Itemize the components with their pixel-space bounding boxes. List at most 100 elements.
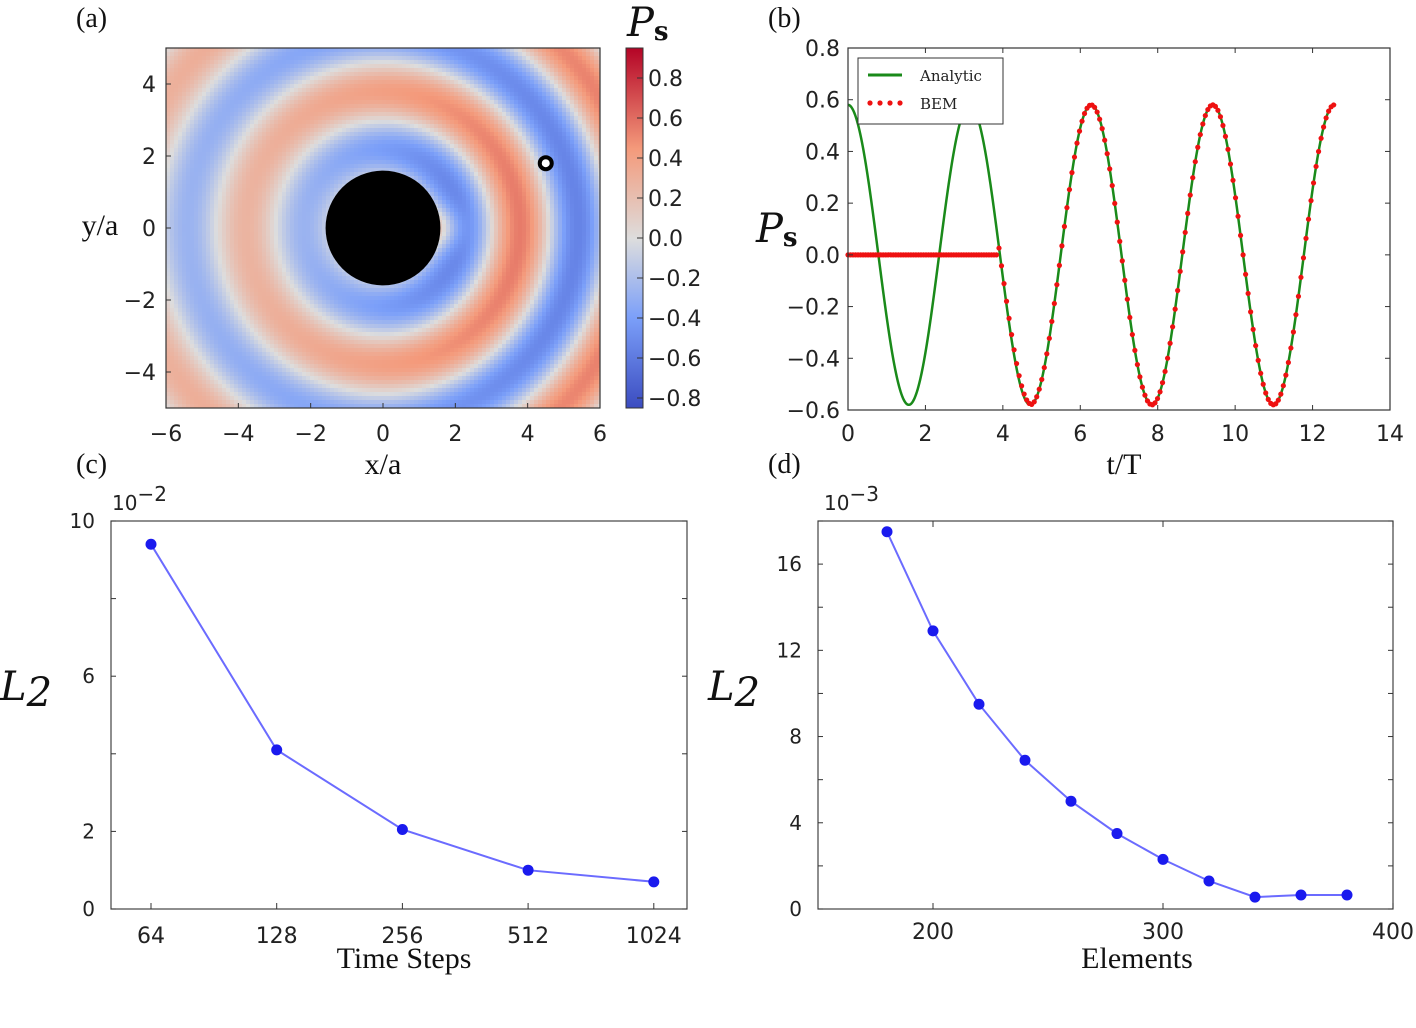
heatmap-cell: [346, 116, 351, 121]
heatmap-cell: [326, 340, 331, 345]
heatmap-cell: [246, 368, 251, 373]
heatmap-cell: [318, 116, 323, 121]
heatmap-cell: [234, 292, 239, 297]
heatmap-cell: [262, 192, 267, 197]
heatmap-cell: [218, 148, 223, 153]
heatmap-cell: [342, 396, 347, 401]
heatmap-cell: [278, 364, 283, 369]
heatmap-cell: [218, 276, 223, 281]
heatmap-cell: [234, 264, 239, 269]
heatmap-cell: [330, 324, 335, 329]
heatmap-cell: [318, 68, 323, 73]
heatmap-cell: [262, 372, 267, 377]
heatmap-cell: [342, 332, 347, 337]
heatmap-cell: [174, 296, 179, 301]
heatmap-cell: [274, 356, 279, 361]
heatmap-cell: [186, 116, 191, 121]
heatmap-cell: [242, 60, 247, 65]
heatmap-cell: [318, 104, 323, 109]
heatmap-cell: [266, 56, 271, 61]
heatmap-cell: [302, 276, 307, 281]
heatmap-cell: [314, 308, 319, 313]
heatmap-cell: [262, 396, 267, 401]
heatmap-cell: [342, 340, 347, 345]
heatmap-cell: [194, 68, 199, 73]
heatmap-cell: [334, 76, 339, 81]
heatmap-cell: [342, 292, 347, 297]
heatmap-cell: [194, 152, 199, 157]
heatmap-cell: [322, 280, 327, 285]
heatmap-cell: [318, 236, 323, 241]
heatmap-cell: [362, 380, 367, 385]
heatmap-cell: [202, 368, 207, 373]
heatmap-cell: [310, 144, 315, 149]
heatmap-cell: [274, 232, 279, 237]
heatmap-cell: [262, 328, 267, 333]
heatmap-cell: [354, 404, 359, 408]
heatmap-cell: [174, 336, 179, 341]
heatmap-cell: [278, 244, 283, 249]
heatmap-cell: [218, 92, 223, 97]
heatmap-cell: [278, 188, 283, 193]
heatmap-cell: [286, 212, 291, 217]
heatmap-cell: [246, 124, 251, 129]
heatmap-cell: [218, 324, 223, 329]
heatmap-cell: [282, 352, 287, 357]
heatmap-cell: [182, 84, 187, 89]
heatmap-cell: [294, 220, 299, 225]
heatmap-cell: [286, 176, 291, 181]
heatmap-cell: [186, 168, 191, 173]
heatmap-cell: [178, 160, 183, 165]
heatmap-cell: [238, 168, 243, 173]
heatmap-cell: [222, 96, 227, 101]
heatmap-cell: [254, 96, 259, 101]
heatmap-cell: [262, 96, 267, 101]
heatmap-cell: [174, 52, 179, 57]
heatmap-cell: [354, 104, 359, 109]
heatmap-cell: [350, 280, 355, 285]
heatmap-cell: [198, 272, 203, 277]
heatmap-cell: [314, 132, 319, 137]
heatmap-cell: [234, 308, 239, 313]
heatmap-cell: [290, 224, 295, 229]
heatmap-cell: [222, 388, 227, 393]
heatmap-cell: [302, 76, 307, 81]
heatmap-cell: [306, 188, 311, 193]
heatmap-cell: [298, 236, 303, 241]
heatmap-cell: [182, 236, 187, 241]
heatmap-cell: [210, 264, 215, 269]
heatmap-cell: [250, 220, 255, 225]
heatmap-cell: [206, 348, 211, 353]
heatmap-cell: [302, 188, 307, 193]
heatmap-cell: [338, 92, 343, 97]
heatmap-cell: [322, 336, 327, 341]
heatmap-cell: [286, 340, 291, 345]
heatmap-cell: [226, 272, 231, 277]
heatmap-cell: [206, 72, 211, 77]
heatmap-cell: [374, 348, 379, 353]
heatmap-cell: [178, 88, 183, 93]
heatmap-cell: [170, 328, 175, 333]
heatmap-cell: [234, 208, 239, 213]
heatmap-cell: [190, 300, 195, 305]
heatmap-cell: [170, 260, 175, 265]
heatmap-cell: [250, 372, 255, 377]
heatmap-cell: [186, 184, 191, 189]
heatmap-cell: [206, 236, 211, 241]
heatmap-cell: [362, 64, 367, 69]
heatmap-cell: [382, 60, 387, 65]
heatmap-cell: [238, 316, 243, 321]
heatmap-cell: [294, 92, 299, 97]
heatmap-cell: [334, 48, 339, 53]
heatmap-cell: [270, 276, 275, 281]
heatmap-cell: [222, 92, 227, 97]
heatmap-cell: [326, 256, 331, 261]
heatmap-cell: [250, 252, 255, 257]
heatmap-cell: [166, 80, 171, 85]
heatmap-cell: [298, 88, 303, 93]
heatmap-cell: [182, 348, 187, 353]
heatmap-cell: [266, 116, 271, 121]
heatmap-cell: [354, 108, 359, 113]
heatmap-cell: [358, 400, 363, 405]
heatmap-cell: [298, 176, 303, 181]
